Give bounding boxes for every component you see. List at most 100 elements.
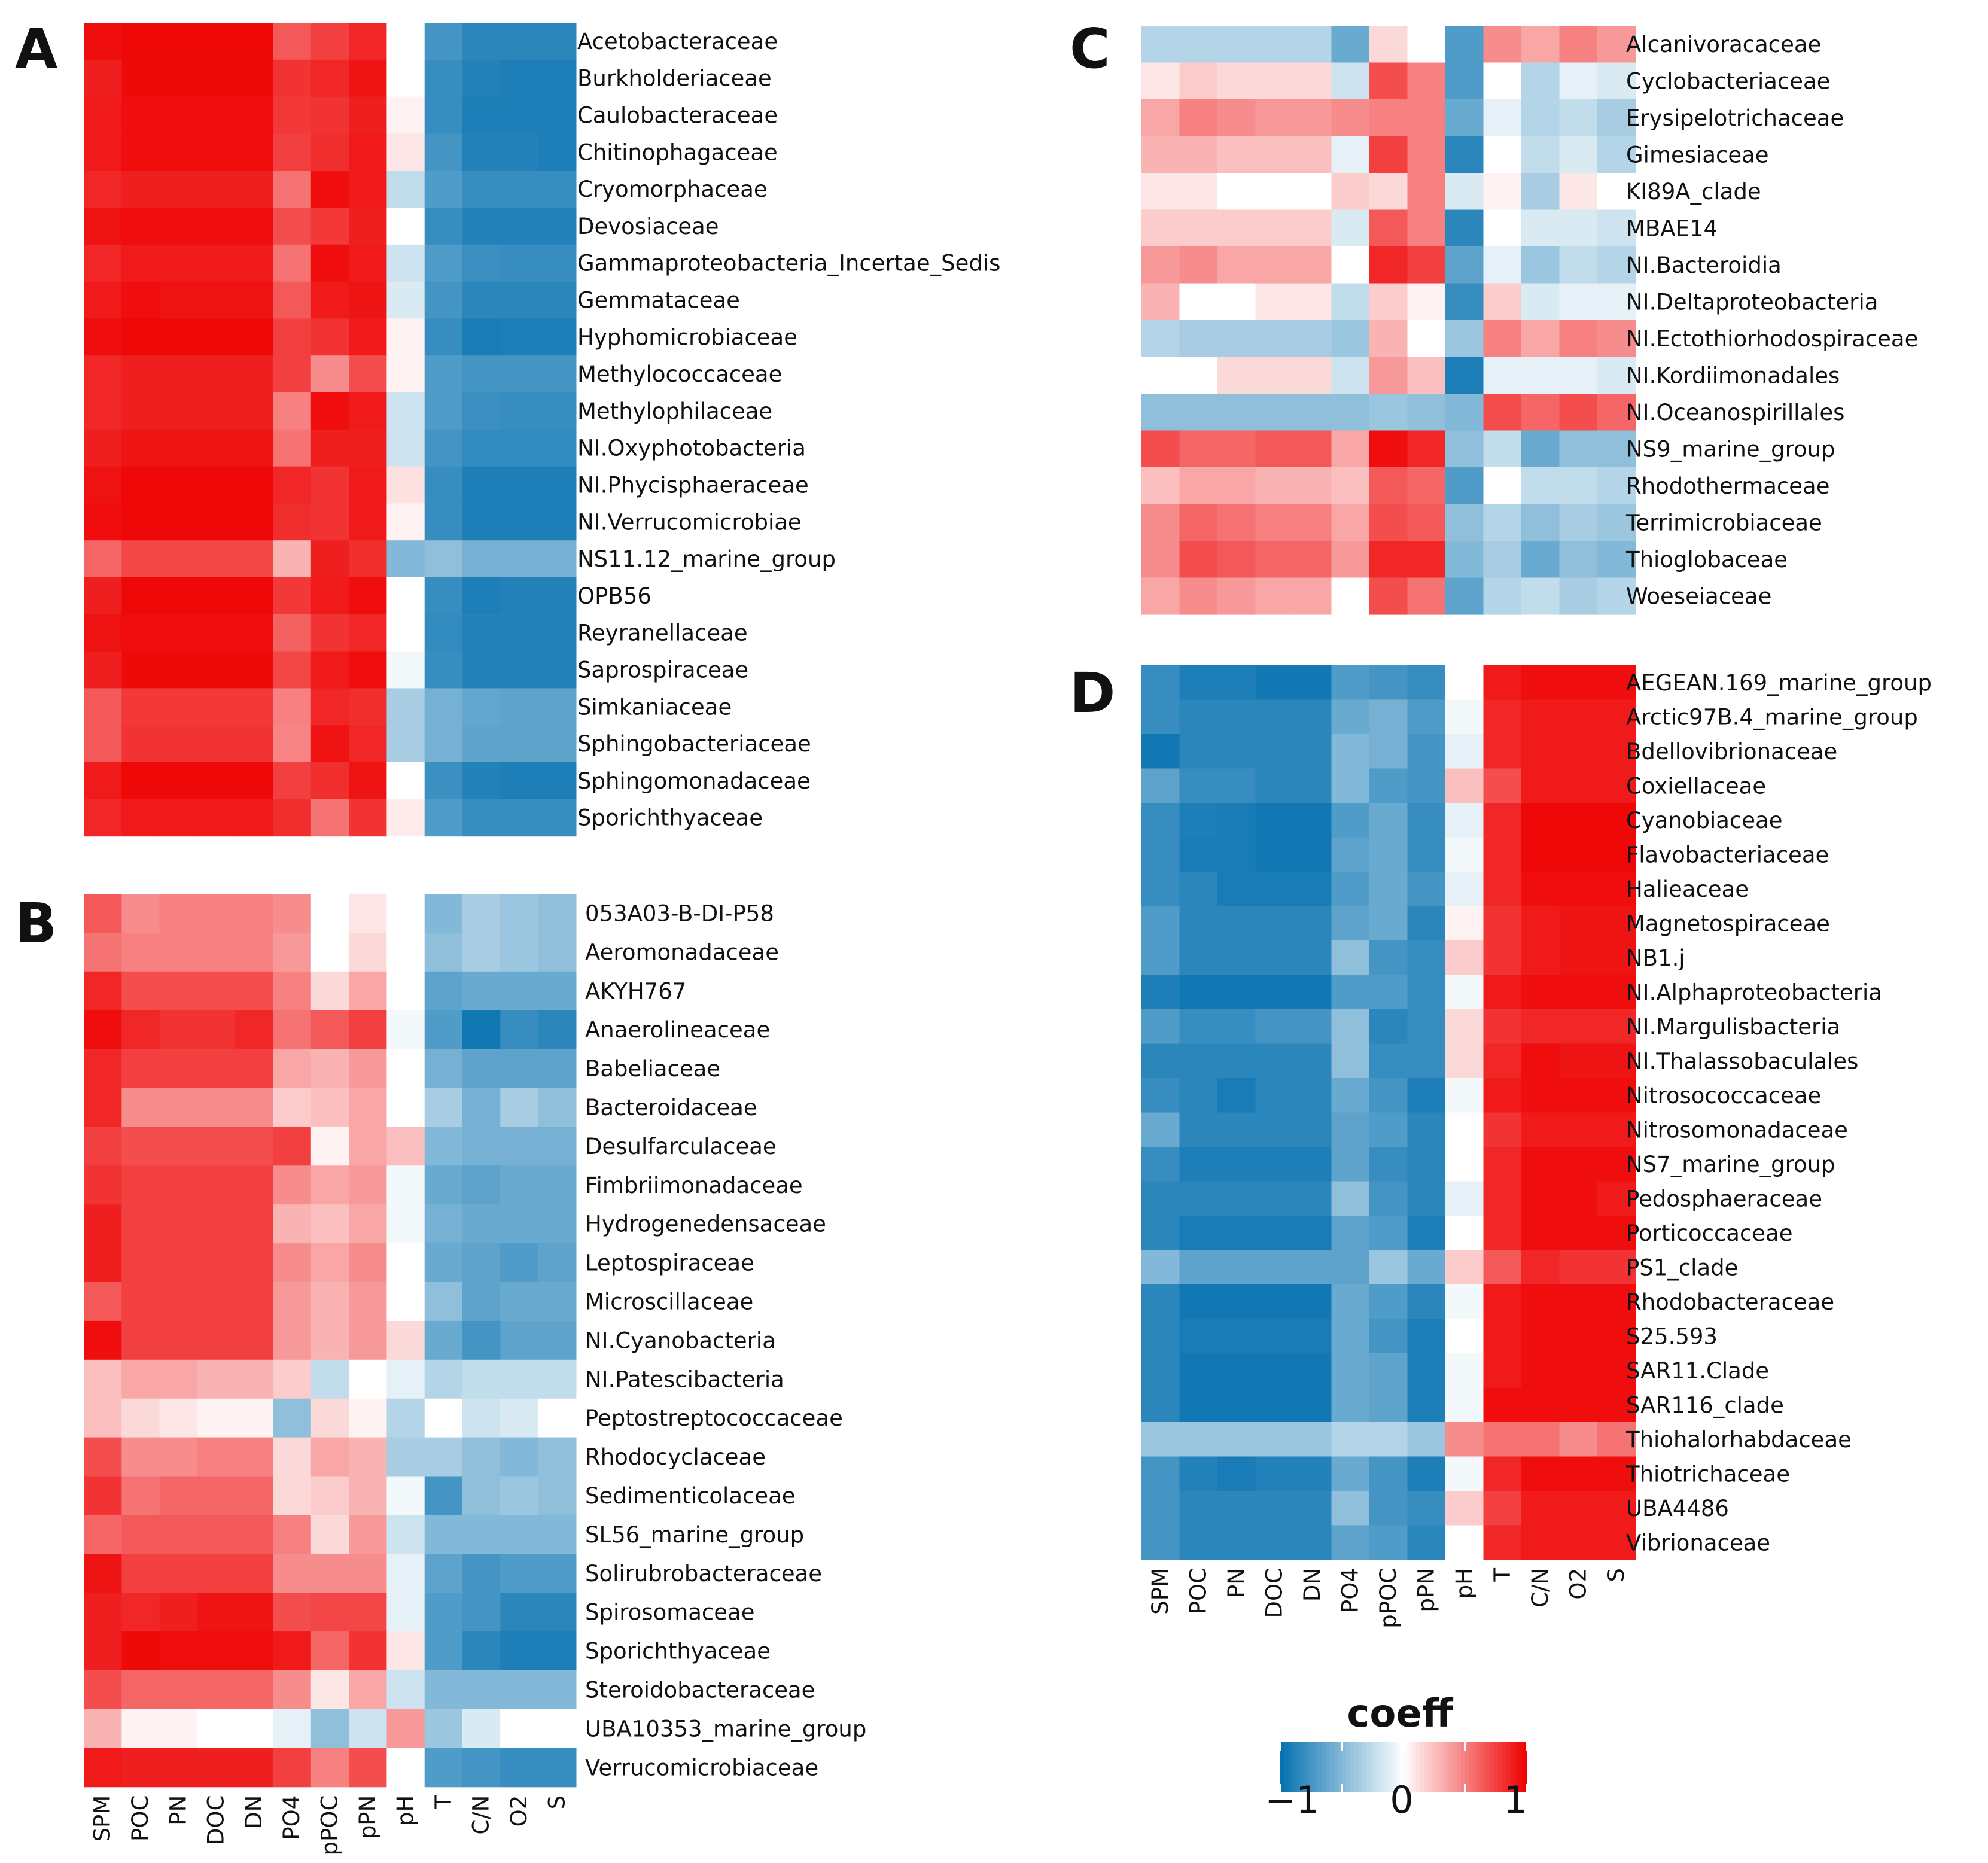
heatmap-cell	[1255, 1250, 1294, 1285]
heatmap-cell	[1445, 768, 1484, 803]
heatmap-cell	[1293, 1456, 1332, 1491]
column-label: pPOC	[1375, 1568, 1401, 1628]
heatmap-cell	[1255, 1009, 1294, 1045]
heatmap-cell	[1521, 1043, 1560, 1079]
heatmap-cell	[1141, 394, 1180, 431]
heatmap-cell	[1331, 975, 1370, 1010]
heatmap-cell	[1141, 1525, 1180, 1560]
heatmap-cell	[500, 1088, 539, 1127]
heatmap-row: NI.Patescibacteria	[84, 1359, 784, 1399]
column-label: PO4	[279, 1795, 305, 1840]
heatmap-cell	[1293, 1250, 1332, 1285]
heatmap-cell	[235, 651, 274, 689]
heatmap-cell	[84, 688, 122, 726]
heatmap-cell	[1445, 1319, 1484, 1354]
heatmap-cell	[538, 725, 577, 763]
heatmap-cell	[1597, 283, 1636, 321]
heatmap-row: Cryomorphaceae	[84, 171, 768, 208]
heatmap-cell	[197, 762, 236, 800]
heatmap-cell	[273, 894, 312, 933]
row-label: Rhodothermaceae	[1626, 473, 1829, 499]
heatmap-cell	[1293, 357, 1332, 394]
heatmap-cell	[462, 96, 501, 134]
heatmap-cell	[462, 355, 501, 393]
heatmap-cell	[1407, 1284, 1446, 1320]
heatmap-cell	[1179, 1216, 1218, 1251]
heatmap-cell	[1483, 430, 1522, 468]
heatmap-cell	[1445, 1147, 1484, 1182]
heatmap-cell	[197, 651, 236, 689]
heatmap-cell	[1559, 837, 1598, 872]
heatmap-cell	[1179, 467, 1218, 505]
heatmap-cell	[273, 208, 312, 245]
heatmap-cell	[159, 1709, 198, 1749]
heatmap-cell	[273, 577, 312, 615]
heatmap-cell	[1369, 1009, 1408, 1045]
heatmap-cell	[1369, 1250, 1408, 1285]
heatmap-row: Terrimicrobiaceae	[1141, 504, 1822, 541]
heatmap-cell	[386, 894, 425, 933]
heatmap-cell	[1559, 283, 1598, 321]
heatmap-cell	[538, 651, 577, 689]
heatmap-cell	[1179, 26, 1218, 63]
heatmap-cell	[1331, 541, 1370, 579]
heatmap-cell	[462, 503, 501, 541]
row-label: Gemmataceae	[577, 288, 740, 313]
heatmap-cell	[273, 1320, 312, 1360]
legend-gradient-step	[1342, 1742, 1347, 1792]
heatmap-cell	[310, 1127, 349, 1166]
heatmap-cell	[84, 1631, 122, 1671]
heatmap-cell	[1559, 136, 1598, 173]
legend-gradient-step	[1497, 1742, 1503, 1792]
legend-gradient-step	[1407, 1742, 1412, 1792]
row-label: Sporichthyaceae	[585, 1639, 771, 1664]
heatmap-cell	[1331, 1456, 1370, 1491]
heatmap-cell	[386, 392, 425, 430]
heatmap-cell	[1331, 734, 1370, 769]
heatmap-cell	[235, 1515, 274, 1554]
heatmap-cell	[1559, 699, 1598, 735]
heatmap-cell	[1483, 173, 1522, 211]
heatmap-cell	[159, 1010, 198, 1050]
heatmap-cell	[1521, 1387, 1560, 1423]
heatmap-cell	[310, 799, 349, 837]
column-label: C/N	[1527, 1568, 1553, 1608]
heatmap-cell	[1559, 906, 1598, 941]
heatmap-cell	[1217, 467, 1256, 505]
legend-gradient-step	[1399, 1742, 1404, 1792]
heatmap-cell	[462, 171, 501, 208]
heatmap-cell	[235, 688, 274, 726]
heatmap-cell	[84, 1243, 122, 1283]
heatmap-cell	[121, 651, 160, 689]
row-label: NI.Verrucomicrobiae	[577, 509, 802, 535]
row-label: NS11.12_marine_group	[577, 546, 836, 572]
heatmap-cell	[1255, 1284, 1294, 1320]
row-label: Thiohalorhabdaceae	[1625, 1427, 1852, 1453]
heatmap-cell	[462, 59, 501, 98]
heatmap-cell	[1141, 1387, 1180, 1423]
heatmap-cell	[349, 503, 387, 541]
heatmap-cell	[1141, 734, 1180, 769]
heatmap-cell	[1597, 394, 1636, 431]
heatmap-cell	[121, 466, 160, 504]
heatmap-cell	[121, 23, 160, 60]
row-label: PS1_clade	[1626, 1255, 1738, 1280]
heatmap-cell	[1179, 246, 1218, 284]
heatmap-cell	[235, 1631, 274, 1671]
heatmap-cell	[1179, 768, 1218, 803]
heatmap-cell	[349, 1127, 387, 1166]
heatmap-cell	[500, 1127, 539, 1166]
heatmap-cell	[235, 1670, 274, 1710]
heatmap-cell	[273, 1049, 312, 1089]
legend-gradient-step	[1411, 1742, 1417, 1792]
column-label: T	[430, 1795, 456, 1809]
heatmap-cell	[500, 1515, 539, 1554]
heatmap-cell	[1407, 136, 1446, 173]
heatmap-cell	[462, 1398, 501, 1438]
heatmap-cell	[1369, 1319, 1408, 1354]
heatmap-cell	[386, 614, 425, 652]
row-label: AEGEAN.169_marine_group	[1626, 670, 1932, 696]
heatmap-cell	[462, 1049, 501, 1089]
heatmap-cell	[1293, 394, 1332, 431]
heatmap-row: Hydrogenedensaceae	[84, 1204, 826, 1244]
